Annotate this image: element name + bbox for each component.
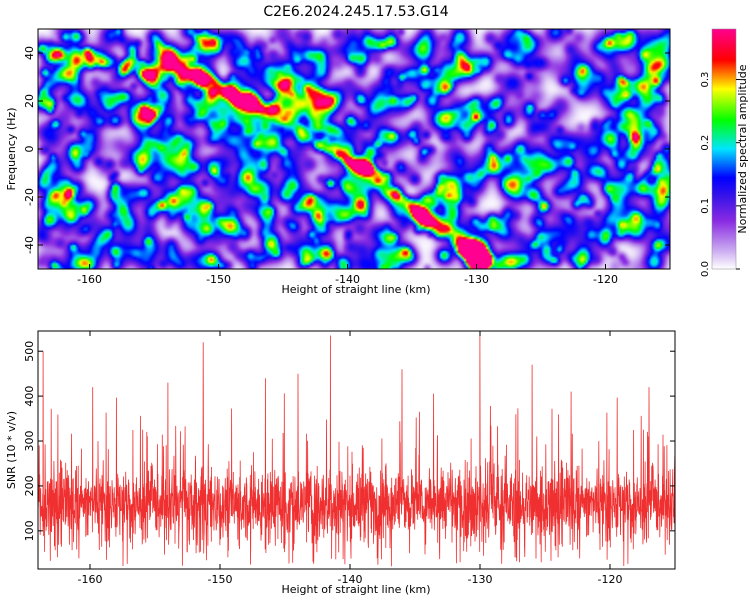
spectrogram-x-label: Height of straight line (km) [281, 283, 430, 296]
spectrogram-y-tick-label: -20 [23, 188, 36, 206]
snr-x-tick-label: -140 [338, 573, 363, 586]
snr-y-tick-label: 500 [23, 341, 36, 362]
snr-frame [37, 330, 676, 570]
colorbar-frame [711, 28, 737, 270]
snr-y-tick-label: 200 [23, 475, 36, 496]
colorbar: 0.0 0.1 0.2 0.3 Normalized spectral amplitu… [700, 28, 749, 277]
spectrogram-y-tick-label: -40 [23, 236, 36, 254]
snr-x-tick-label: -120 [598, 573, 623, 586]
snr-x-tick-label: -130 [468, 573, 493, 586]
snr-series-line [38, 335, 675, 567]
chart-title: C2E6.2024.245.17.53.G14 [263, 4, 448, 20]
spectrogram-x-tick-label: -160 [77, 273, 102, 286]
snr-y-tick-label: 400 [23, 386, 36, 407]
snr-y-tick-label: 100 [23, 520, 36, 541]
snr-x-tick-label: -160 [78, 573, 103, 586]
spectrogram-y-label: Frequency (Hz) [5, 108, 18, 191]
colorbar-label: Normalized spectral amplitude [736, 64, 749, 233]
snr-y-label: SNR (10 * v/v) [5, 411, 18, 489]
spectrogram-x-tick-label: -140 [335, 273, 360, 286]
snr-x-tick-label: -150 [208, 573, 233, 586]
colorbar-tick-label: 0.1 [700, 198, 711, 214]
spectrogram-y-tick-label: 20 [23, 94, 36, 108]
spectrogram-x-tick-label: -130 [464, 273, 489, 286]
spectrogram-y-tick-label: 0 [23, 146, 36, 153]
spectrogram-y-tick-label: 40 [23, 46, 36, 60]
spectrogram-image [38, 29, 670, 269]
snr-panel: -160 -150 -140 -130 -120 100 200 300 400 500 Heig… [5, 330, 676, 596]
colorbar-gradient [712, 29, 736, 269]
snr-y-tick-label: 300 [23, 431, 36, 452]
colorbar-tick-label: 0.0 [700, 261, 711, 277]
spectrogram-x-tick-label: -120 [593, 273, 618, 286]
spectrogram-x-tick-label: -150 [206, 273, 231, 286]
colorbar-tick-label: 0.2 [700, 135, 711, 151]
colorbar-tick-label: 0.3 [700, 72, 711, 88]
snr-x-label: Height of straight line (km) [281, 583, 430, 596]
spectrogram-panel: -160 -150 -140 -130 -120 -40 -20 0 20 40 Height o… [5, 28, 671, 296]
